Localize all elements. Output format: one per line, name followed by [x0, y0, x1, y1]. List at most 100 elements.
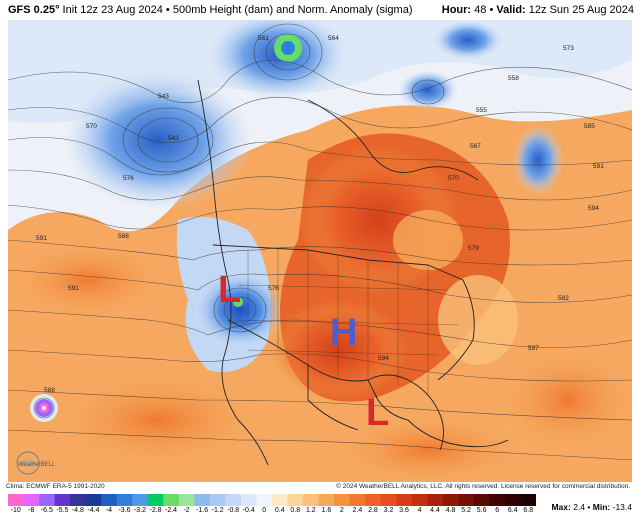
valid-time-info: Hour: 48 • Valid: 12z Sun 25 Aug 2024	[442, 4, 634, 16]
min-value: -13.4	[612, 502, 632, 512]
colorbar-tick-label: -6.5	[40, 507, 53, 514]
model-title: GFS 0.25° Init 12z 23 Aug 2024 • 500mb H…	[8, 4, 413, 16]
colorbar-swatch	[318, 494, 335, 506]
copyright-credit: © 2024 WeatherBELL Analytics, LLC. All r…	[336, 483, 630, 490]
colorbar-tick-label: 1.6	[321, 507, 332, 514]
colorbar-swatch	[163, 494, 180, 506]
colorbar-swatch	[504, 494, 521, 506]
east-coast-region	[438, 275, 518, 365]
colorbar-tick-label: -2.4	[165, 507, 178, 514]
colorbar-tick-label: 2	[339, 507, 344, 514]
colorbar-swatch	[442, 494, 459, 506]
colorbar-tick-label: 5.2	[461, 507, 471, 514]
colorbar-tick-labels: -10 -8 -6.5 -5.5 -4.8 -4.4 -4 -3.6 -3.2 -2.8 -2.4-…	[6, 507, 546, 519]
contour-label: 567	[470, 143, 481, 150]
western-low-anomaly	[195, 272, 285, 348]
map-canvas: 576 591 588 543 543 570 567 558 555 585 …	[8, 20, 632, 482]
colorbar-swatch	[101, 494, 118, 506]
pacific-warm-anomaly	[8, 235, 178, 325]
contour-label: 585	[584, 123, 595, 130]
colorbar-swatch	[147, 494, 164, 506]
colorbar-swatch	[473, 494, 490, 506]
valid-value: 12z Sun 25 Aug 2024	[528, 4, 634, 16]
colorbar-swatch	[334, 494, 351, 506]
colorbar-tick-label: 0	[262, 507, 267, 514]
contour-label: 591	[68, 285, 79, 292]
anomaly-map: 576 591 588 543 543 570 567 558 555 585 …	[8, 20, 632, 482]
contour-label: 570	[86, 123, 97, 130]
colorbar-tick-label: -2.8	[149, 507, 162, 514]
max-min-readout: Max: 2.4 • Min: -13.4	[551, 502, 632, 512]
colorbar-tick-label: 3.6	[399, 507, 409, 514]
east-pacific-warm	[38, 365, 278, 475]
colorbar-swatch	[256, 494, 273, 506]
colorbar-swatch	[178, 494, 195, 506]
contour-label: 588	[118, 233, 129, 240]
closed-lows	[33, 23, 445, 419]
contour-label: 555	[476, 107, 487, 114]
colorbar-swatch	[194, 494, 211, 506]
weatherbell-logo-icon	[16, 451, 40, 475]
colorbar-swatch	[458, 494, 475, 506]
contour-label: 543	[168, 135, 179, 142]
colorbar-tick-label: 5.6	[476, 507, 487, 514]
colorbar-swatch	[489, 494, 506, 506]
colorbar-tick-label: 3.2	[383, 507, 394, 514]
greenland-low-anomaly	[433, 20, 503, 60]
colorbar-tick-label: -3.2	[133, 507, 147, 514]
contour-label: 543	[158, 93, 169, 100]
contour-label: 591	[36, 235, 47, 242]
title-separator: •	[165, 4, 170, 16]
colorbar-swatch	[272, 494, 289, 506]
colorbar-tick-label: 6	[495, 507, 500, 514]
great-lakes-region	[393, 210, 463, 270]
state-lines	[232, 248, 459, 395]
colorbar-tick-label: 6.4	[507, 507, 518, 514]
contour-labels: 576 591 588 543 543 570 567 558 555 585 …	[36, 35, 604, 394]
atlantic-low-anomaly	[513, 125, 563, 195]
caribbean-warm	[318, 410, 538, 482]
colorbar-tick-label: -4.4	[87, 507, 100, 514]
colorbar-tick-label: 6.8	[523, 507, 534, 514]
product-name: 500mb Height (dam) and Norm. Anomaly (si…	[172, 4, 413, 16]
colorbar-tick-label: 0.8	[290, 507, 301, 514]
contour-label: 582	[558, 295, 569, 302]
colorbar-tick-label: -5.5	[56, 507, 69, 514]
contour-label: 558	[508, 75, 519, 82]
colorbar-tick-label: -2	[183, 507, 190, 514]
contour-label: 594	[378, 355, 389, 362]
colorbar-tick-label: -4	[105, 507, 113, 514]
colorbar-swatch	[70, 494, 87, 506]
colorbar-swatch	[132, 494, 149, 506]
contour-label: 594	[588, 205, 599, 212]
colorbar-tick-label: -0.8	[227, 507, 240, 514]
contour-label: 576	[123, 175, 134, 182]
contour-label: 591	[593, 163, 604, 170]
colorbar-swatch	[287, 494, 304, 506]
colorbar-tick-label: -10	[10, 507, 21, 514]
height-contours	[8, 59, 632, 461]
high-pressure-label: H	[330, 312, 357, 354]
colorbar-swatch	[520, 494, 536, 506]
colorbar-tick-label: 2.4	[352, 507, 363, 514]
colorbar-swatch	[225, 494, 242, 506]
colorbar-swatch	[396, 494, 413, 506]
colorbar-swatch	[8, 494, 25, 506]
colorbar-swatch	[54, 494, 71, 506]
colorbar-tick-label: 2.8	[368, 507, 378, 514]
colorbar-swatch	[39, 494, 56, 506]
bullet-sep: •	[489, 4, 494, 16]
contour-label: 576	[268, 285, 279, 292]
colorbar-swatch	[365, 494, 382, 506]
atlantic-warm-anomaly	[488, 340, 632, 460]
low-pressure-label-west: L	[218, 269, 241, 311]
colorbar-swatch	[116, 494, 133, 506]
low-pressure-label-gulf: L	[366, 392, 389, 434]
arctic-low-center	[281, 41, 295, 55]
contour-label: 570	[448, 175, 459, 182]
colorbar-tick-label: -8	[28, 507, 35, 514]
contour-label: 579	[468, 245, 479, 252]
credits-bar: Clima: ECMWF ERA-5 1991-2020 © 2024 Weat…	[0, 482, 640, 494]
coastlines-borders	[197, 79, 509, 466]
